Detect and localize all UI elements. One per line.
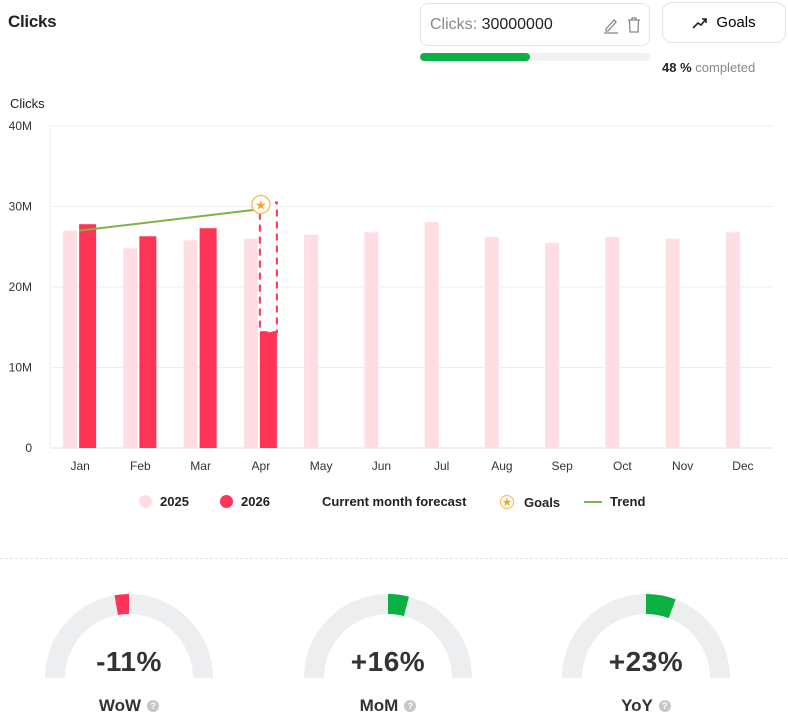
bar-2026 (259, 332, 277, 448)
gauge-indicator (388, 594, 409, 617)
help-icon[interactable]: ? (658, 700, 671, 712)
gauge-arc (562, 594, 730, 678)
x-tick-label: Aug (491, 459, 512, 473)
gauge-indicator (114, 594, 129, 615)
legend-2026[interactable]: 2026 (220, 494, 270, 509)
y-tick-label: 30M (9, 200, 32, 214)
gauge-track (304, 594, 472, 678)
bar-2025 (545, 242, 560, 448)
goal-field[interactable]: Clicks: 30000000 (420, 3, 650, 46)
help-icon[interactable]: ? (147, 700, 160, 712)
bar-2026 (199, 228, 217, 448)
gauge-arc (45, 594, 213, 678)
gauge-label: MoM (359, 696, 399, 715)
bar-2026 (139, 236, 157, 448)
x-tick-label: Jun (372, 459, 391, 473)
gauge-mom: +16% MoM? (298, 590, 478, 720)
goals-button[interactable]: Goals (662, 2, 786, 43)
legend-forecast[interactable]: Current month forecast (322, 494, 467, 509)
page-title: Clicks (8, 12, 57, 31)
goals-button-label: Goals (716, 14, 756, 31)
x-tick-label: Jul (434, 459, 449, 473)
bar-2025 (243, 238, 258, 448)
legend-swatch (220, 495, 233, 508)
legend-swatch (139, 495, 152, 508)
trash-icon[interactable] (627, 16, 641, 34)
gauge-indicator (646, 594, 676, 619)
bar-chart: 0 10M 20M 30M 40M Jan Feb Mar Apr May Jun Jul Aug Sep… (9, 119, 773, 473)
gauge-value: -11% (96, 646, 162, 677)
star-icon: ★ (499, 494, 515, 510)
x-tick-label: Feb (130, 459, 151, 473)
forecast-fill (261, 200, 275, 332)
progress-text: 48 % completed (662, 60, 756, 75)
y-tick-label: 10M (9, 361, 32, 375)
forecast-bar (258, 201, 278, 334)
goal-value: 30000000 (481, 16, 553, 33)
gauge-value: +23% (608, 646, 684, 677)
gauge-yoy: +23% YoY? (556, 590, 736, 720)
bar-2025 (123, 248, 138, 448)
x-tick-label: Apr (252, 459, 271, 473)
x-tick-label: Jan (70, 459, 89, 473)
trend-line (79, 207, 262, 232)
y-tick-label: 0 (25, 441, 32, 455)
bar-2025 (605, 237, 620, 448)
legend-goals[interactable]: ★ Goals (498, 494, 560, 510)
legend-line (584, 500, 602, 503)
gauge-track (562, 594, 730, 678)
x-tick-label: Mar (190, 459, 211, 473)
goal-progress-bar (420, 53, 650, 61)
bar-2025 (424, 221, 439, 448)
edit-icon[interactable] (603, 16, 619, 34)
bar-2025 (725, 232, 740, 448)
gauge-track (45, 594, 213, 678)
bar-2025 (484, 237, 499, 448)
bar-2025 (665, 238, 680, 448)
bar-2025 (304, 234, 319, 448)
x-tick-label: Nov (672, 459, 693, 473)
goal-progress-fill (420, 53, 531, 61)
bar-2025 (364, 232, 379, 448)
legend-trend[interactable]: Trend (584, 494, 645, 509)
gauge-label: WoW (98, 696, 142, 715)
goal-marker (251, 194, 271, 215)
y-tick-label: 40M (9, 119, 32, 133)
svg-text:★: ★ (503, 498, 512, 509)
y-tick-label: 20M (9, 280, 32, 294)
goal-label: Clicks: (430, 16, 478, 33)
legend-2025[interactable]: 2025 (139, 494, 189, 509)
gauge-value: +16% (350, 646, 426, 677)
gauge-wow: -11% WoW? (39, 590, 219, 720)
gauge-label: YoY (621, 696, 653, 715)
bar-2025 (183, 240, 198, 448)
divider (0, 558, 788, 559)
gauge-arc (304, 594, 472, 678)
x-tick-label: May (310, 459, 333, 473)
bar-2026 (79, 224, 97, 448)
trend-up-icon (692, 17, 708, 29)
x-tick-label: Oct (613, 459, 632, 473)
y-axis-label: Clicks (10, 96, 45, 111)
x-tick-label: Sep (551, 459, 573, 473)
star-icon: ★ (255, 198, 267, 213)
x-tick-label: Dec (732, 459, 753, 473)
help-icon[interactable]: ? (404, 700, 417, 712)
bar-2025 (63, 230, 78, 448)
